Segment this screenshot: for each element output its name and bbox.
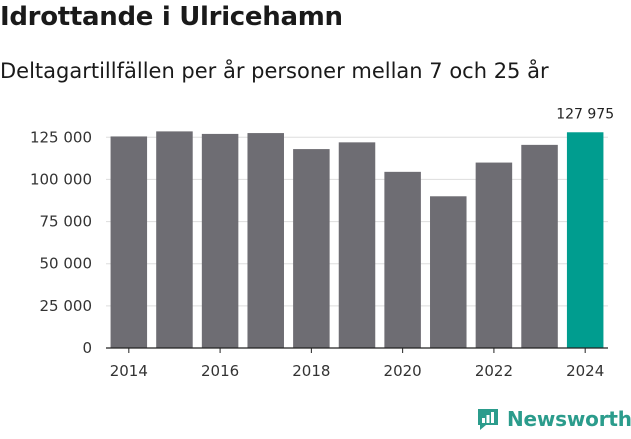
x-tick-label: 2024 — [566, 362, 604, 380]
bar — [293, 149, 330, 348]
y-tick-label: 0 — [82, 339, 92, 357]
bar — [156, 131, 193, 348]
bar — [338, 142, 376, 348]
y-tick-label: 125 000 — [30, 128, 92, 146]
bar — [384, 171, 421, 348]
chart-subtitle: Deltagartillfällen per år personer mella… — [0, 59, 549, 83]
y-tick-label: 50 000 — [40, 255, 93, 273]
newsworthy-logo-icon — [478, 409, 498, 430]
bar — [475, 162, 513, 348]
x-tick-label: 2020 — [384, 362, 422, 380]
data-label: 127 975 — [556, 106, 614, 122]
brand-logo: Newsworthy — [475, 406, 631, 432]
y-tick-label: 100 000 — [30, 170, 92, 188]
brand-name: Newsworthy — [507, 407, 631, 431]
bar — [521, 144, 558, 348]
bar-highlight — [566, 132, 604, 348]
bar — [430, 196, 467, 348]
bar — [247, 133, 284, 348]
x-tick-label: 2014 — [110, 362, 148, 380]
chart-title: Idrottande i Ulricehamn — [0, 2, 343, 32]
y-tick-label: 25 000 — [40, 297, 93, 315]
x-tick-label: 2018 — [292, 362, 330, 380]
x-tick-label: 2022 — [475, 362, 513, 380]
x-tick-label: 2016 — [201, 362, 239, 380]
bar — [201, 133, 239, 348]
y-tick-label: 75 000 — [40, 213, 93, 231]
bar — [110, 136, 148, 348]
